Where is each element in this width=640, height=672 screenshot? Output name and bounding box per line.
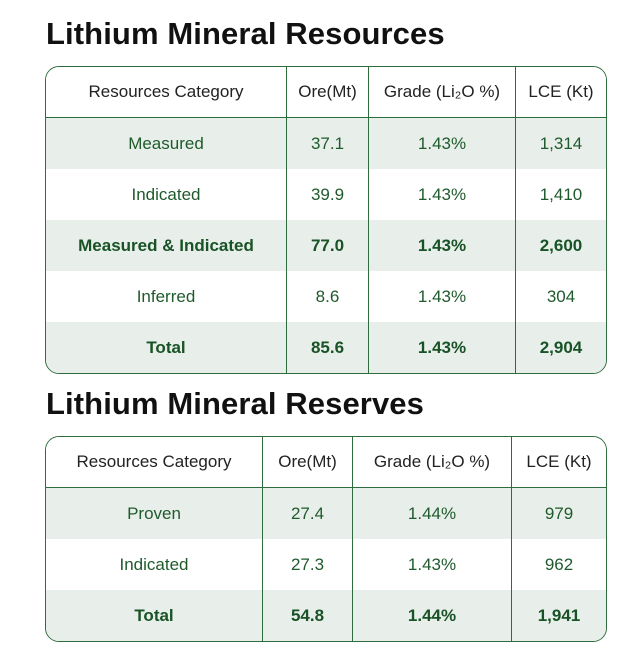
table-row: Proven 27.4 1.44% 979: [46, 488, 606, 539]
cell-category: Measured & Indicated: [46, 220, 287, 271]
cell-ore: 39.9: [287, 169, 369, 220]
cell-grade: 1.44%: [353, 590, 512, 641]
cell-ore: 8.6: [287, 271, 369, 322]
header-grade: Grade (Li₂O %): [353, 437, 512, 488]
cell-category: Total: [46, 590, 263, 641]
cell-category: Indicated: [46, 539, 263, 590]
cell-ore: 27.3: [263, 539, 353, 590]
cell-category: Indicated: [46, 169, 287, 220]
cell-lce: 2,600: [516, 220, 606, 271]
resources-table: Resources Category Ore(Mt) Grade (Li₂O %…: [45, 66, 607, 374]
cell-lce: 962: [512, 539, 606, 590]
cell-grade: 1.43%: [369, 118, 516, 169]
header-ore: Ore(Mt): [287, 67, 369, 118]
table-row: Inferred 8.6 1.43% 304: [46, 271, 606, 322]
cell-grade: 1.44%: [353, 488, 512, 539]
cell-ore: 85.6: [287, 322, 369, 373]
table-row: Total 85.6 1.43% 2,904: [46, 322, 606, 373]
table-row: Measured 37.1 1.43% 1,314: [46, 118, 606, 169]
cell-lce: 2,904: [516, 322, 606, 373]
cell-lce: 979: [512, 488, 606, 539]
resources-title: Lithium Mineral Resources: [46, 16, 445, 51]
reserves-table: Resources Category Ore(Mt) Grade (Li₂O %…: [45, 436, 607, 642]
cell-ore: 27.4: [263, 488, 353, 539]
reserves-header-row: Resources Category Ore(Mt) Grade (Li₂O %…: [46, 437, 606, 488]
resources-header-row: Resources Category Ore(Mt) Grade (Li₂O %…: [46, 67, 606, 118]
cell-category: Total: [46, 322, 287, 373]
table-row: Indicated 27.3 1.43% 962: [46, 539, 606, 590]
header-lce: LCE (Kt): [512, 437, 606, 488]
cell-lce: 304: [516, 271, 606, 322]
cell-category: Inferred: [46, 271, 287, 322]
cell-category: Measured: [46, 118, 287, 169]
cell-ore: 54.8: [263, 590, 353, 641]
cell-grade: 1.43%: [369, 271, 516, 322]
cell-grade: 1.43%: [369, 169, 516, 220]
cell-lce: 1,314: [516, 118, 606, 169]
cell-grade: 1.43%: [353, 539, 512, 590]
cell-ore: 77.0: [287, 220, 369, 271]
cell-ore: 37.1: [287, 118, 369, 169]
cell-lce: 1,410: [516, 169, 606, 220]
table-row: Total 54.8 1.44% 1,941: [46, 590, 606, 641]
header-ore: Ore(Mt): [263, 437, 353, 488]
header-category: Resources Category: [46, 67, 287, 118]
cell-grade: 1.43%: [369, 220, 516, 271]
header-grade: Grade (Li₂O %): [369, 67, 516, 118]
header-category: Resources Category: [46, 437, 263, 488]
cell-grade: 1.43%: [369, 322, 516, 373]
cell-lce: 1,941: [512, 590, 606, 641]
cell-category: Proven: [46, 488, 263, 539]
table-row: Indicated 39.9 1.43% 1,410: [46, 169, 606, 220]
reserves-title: Lithium Mineral Reserves: [46, 386, 424, 421]
header-lce: LCE (Kt): [516, 67, 606, 118]
table-row: Measured & Indicated 77.0 1.43% 2,600: [46, 220, 606, 271]
